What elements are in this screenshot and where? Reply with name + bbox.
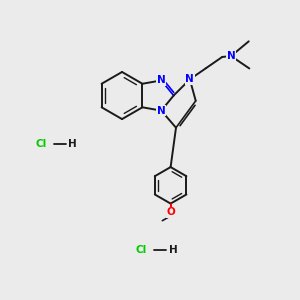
Text: N: N xyxy=(227,51,236,61)
Text: H: H xyxy=(68,139,77,149)
Text: N: N xyxy=(157,106,166,116)
Text: Cl: Cl xyxy=(136,245,147,255)
Text: Cl: Cl xyxy=(35,139,47,149)
Text: N: N xyxy=(185,74,194,84)
Text: O: O xyxy=(166,207,175,218)
Text: N: N xyxy=(157,75,166,85)
Text: H: H xyxy=(169,245,177,255)
